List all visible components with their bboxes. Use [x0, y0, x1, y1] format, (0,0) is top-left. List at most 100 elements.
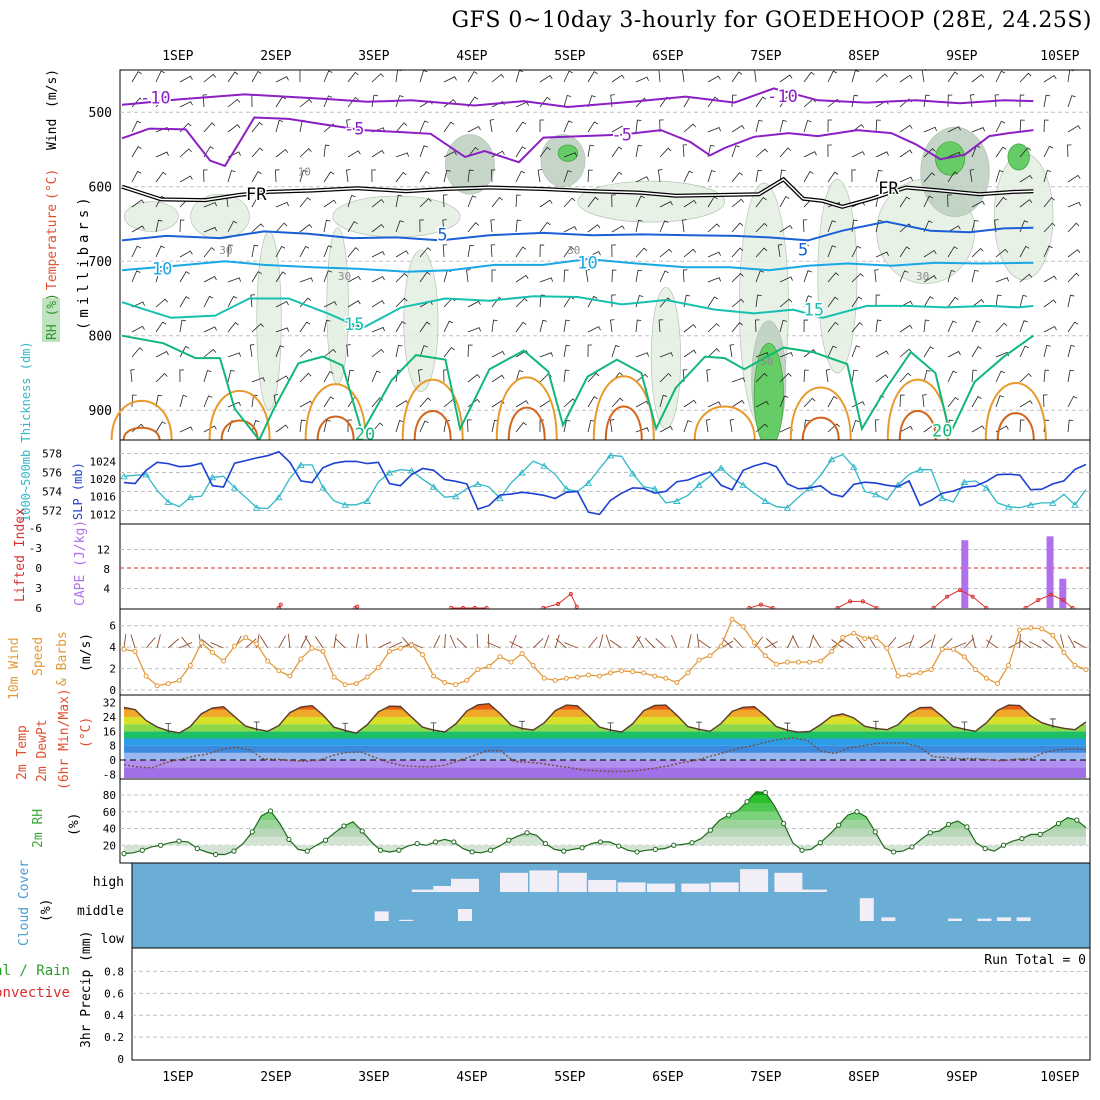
- thickness-ylabel-text: 1000~500mb Thickness (dm): [19, 341, 33, 522]
- upper-wind-barb: [1067, 344, 1075, 358]
- surface-wind-barb: [486, 641, 501, 649]
- upper-wind-barb: [179, 219, 185, 233]
- date-label-top: 7SEP: [750, 49, 781, 64]
- wind-speed-marker: [729, 616, 735, 622]
- upper-wind-barb: [395, 220, 404, 233]
- thickness-marker: [1049, 499, 1057, 506]
- upper-wind-barb: [971, 320, 981, 333]
- upper-wind-barb: [707, 348, 720, 358]
- upper-wind-barb: [1067, 321, 1079, 333]
- rh2m-panel: 20 40 60 80: [103, 778, 1091, 864]
- temp-band: [124, 738, 1086, 746]
- surface-wind-barb: [953, 642, 967, 649]
- upper-wind-barb: [395, 194, 403, 208]
- upper-wind-barb: [947, 370, 957, 383]
- upper-wind-barb: [875, 151, 889, 158]
- wind-speed-marker: [420, 652, 426, 658]
- upper-wind-barb: [659, 297, 672, 308]
- rh2m-ylabel-unit: (%): [67, 813, 82, 836]
- upper-wind-barb: [611, 345, 620, 358]
- rh-marker: [726, 812, 732, 818]
- upper-wind-barb: [635, 373, 649, 383]
- date-label-bottom: 4SEP: [456, 1070, 487, 1085]
- upper-wind-barb: [347, 195, 356, 208]
- cape-tick: 8: [103, 563, 110, 576]
- warm-isotherm: [316, 415, 355, 441]
- surface-wind-barb: [333, 634, 337, 649]
- li-marker: [355, 604, 360, 609]
- wind-speed-marker: [1006, 662, 1012, 668]
- upper-wind-barb: [347, 150, 361, 158]
- thickness-marker: [783, 504, 792, 511]
- upper-wind-barb: [659, 270, 669, 283]
- upper-wind-barb: [611, 171, 623, 183]
- upper-wind-barb: [875, 251, 889, 258]
- upper-wind-barb: [779, 119, 787, 133]
- rh-contour-label: 30: [916, 270, 929, 283]
- cloud-middle-bar: [399, 919, 414, 921]
- upper-wind-barb: [1019, 273, 1033, 283]
- wind-speed-marker: [1061, 650, 1067, 655]
- upper-wind-barb: [419, 271, 431, 283]
- date-label-top: 5SEP: [554, 49, 585, 64]
- rh-marker: [964, 824, 970, 830]
- wind-speed-marker: [165, 681, 171, 687]
- cloud-ylabel: Cloud Cover: [17, 860, 32, 946]
- surface-wind-barb: [1059, 634, 1065, 649]
- temp-band: [124, 731, 1086, 739]
- temp-ylabel-2m-dewpt: 2m DewPt: [35, 719, 50, 782]
- upper-wind-barb: [899, 425, 913, 433]
- isotherm-label: -5: [344, 120, 364, 140]
- upper-wind-barb: [995, 277, 1010, 283]
- upper-wind-barb: [515, 422, 527, 433]
- isotherm-label: -10: [767, 87, 798, 107]
- surface-wind-barb: [509, 641, 523, 649]
- upper-wind-barb: [275, 119, 284, 133]
- upper-wind-barb: [346, 344, 351, 358]
- wind-speed-marker: [862, 636, 868, 642]
- upper-wind-barb: [563, 70, 573, 83]
- upper-wind-barb: [587, 71, 598, 83]
- upper-wind-barb: [227, 322, 239, 333]
- upper-wind-barb: [779, 147, 792, 158]
- upper-wind-barb: [779, 395, 789, 408]
- wind-speed-marker: [928, 667, 934, 673]
- upper-wind-barb: [515, 121, 527, 133]
- precip-convective-label: Convective: [0, 985, 70, 1001]
- rh-marker: [652, 846, 658, 853]
- upper-wind-barb: [755, 148, 768, 158]
- upper-wind-barb: [851, 69, 860, 83]
- upper-wind-barb: [275, 375, 289, 383]
- upper-wind-barb: [971, 73, 985, 83]
- upper-wind-barb: [1067, 249, 1081, 258]
- wind-speed-marker: [762, 653, 768, 659]
- upper-wind-barb: [227, 170, 236, 183]
- upper-wind-barb: [347, 275, 361, 283]
- upper-wind-barb: [947, 246, 958, 258]
- thickness-marker: [319, 484, 327, 491]
- surface-wind-barb: [201, 638, 213, 649]
- upper-wind-barb: [875, 319, 882, 333]
- upper-wind-barb: [323, 396, 335, 408]
- upper-wind-barb: [323, 171, 335, 183]
- cloud-high-bar: [529, 870, 558, 892]
- upper-wind-barb: [587, 196, 599, 208]
- rh-marker: [744, 799, 750, 805]
- upper-wind-barb: [682, 144, 688, 158]
- wind-speed-marker: [552, 677, 558, 683]
- upper-wind-barb: [563, 319, 570, 333]
- upper-wind-barb: [899, 74, 913, 83]
- upper-wind-barb: [731, 377, 746, 383]
- surface-wind-barb: [636, 635, 645, 649]
- upper-wind-barb: [539, 119, 545, 133]
- upper-wind-barb: [731, 145, 740, 158]
- rh-marker: [781, 820, 787, 827]
- upper-wind-barb: [251, 244, 259, 258]
- upper-wind-barb: [467, 71, 478, 83]
- upper-wind-barb: [587, 144, 594, 158]
- upper-wind-barb: [1019, 245, 1030, 258]
- upper-wind-barb: [1019, 94, 1025, 108]
- surface-wind-barb: [314, 636, 324, 649]
- surface-wind-barb: [555, 638, 567, 649]
- wind-speed-marker: [121, 646, 127, 652]
